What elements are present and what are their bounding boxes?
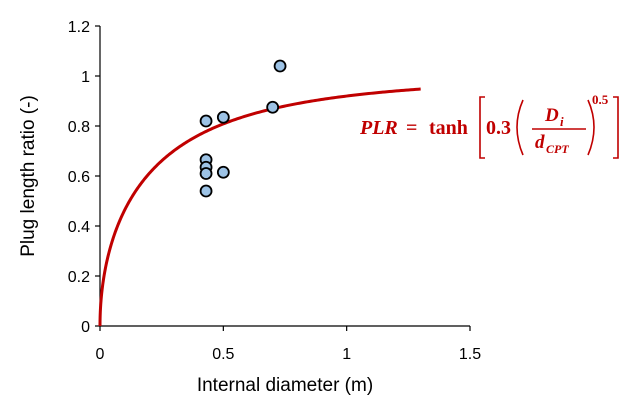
equation-numerator: D bbox=[544, 105, 559, 126]
axes bbox=[99, 26, 470, 327]
right-square-bracket bbox=[613, 96, 619, 159]
equation-coefficient: 0.3 bbox=[486, 117, 511, 139]
data-point bbox=[266, 100, 280, 114]
x-tick-label: 0.5 bbox=[212, 346, 234, 363]
left-square-bracket bbox=[479, 96, 485, 159]
equation-annotation: PLR = tanh 0.3 D i d CPT 0.5 bbox=[359, 92, 619, 159]
data-point bbox=[199, 167, 213, 180]
x-tick-label: 1.5 bbox=[459, 346, 481, 363]
data-point bbox=[216, 110, 230, 124]
y-tick-label: 1.2 bbox=[68, 19, 90, 36]
equation-exponent: 0.5 bbox=[592, 92, 609, 107]
equation-function: tanh bbox=[429, 117, 468, 139]
left-paren bbox=[516, 99, 524, 156]
y-tick-label: 0 bbox=[81, 319, 90, 336]
ticks: 0 0.2 0.4 0.6 0.8 1 1.2 0 0.5 1 1.5 bbox=[68, 19, 481, 363]
y-axis-title: Plug length ratio (-) bbox=[18, 95, 39, 257]
data-point bbox=[199, 114, 213, 128]
data-points bbox=[199, 59, 287, 198]
equation-denominator: d bbox=[535, 132, 545, 153]
y-tick-label: 0.6 bbox=[68, 169, 90, 186]
equation-lhs: PLR bbox=[359, 117, 398, 139]
y-tick-label: 0.8 bbox=[68, 119, 90, 136]
x-tick-label: 1 bbox=[342, 346, 351, 363]
data-point bbox=[216, 165, 230, 179]
data-point bbox=[199, 184, 213, 198]
x-axis-title: Internal diameter (m) bbox=[197, 375, 373, 396]
data-point bbox=[273, 59, 287, 73]
y-tick-label: 0.4 bbox=[68, 219, 90, 236]
equation-equals: = bbox=[406, 117, 417, 139]
right-paren bbox=[587, 99, 595, 156]
x-tick-label: 0 bbox=[96, 346, 105, 363]
equation-numerator-sub: i bbox=[560, 114, 564, 129]
y-tick-label: 1 bbox=[81, 69, 90, 86]
fit-curve bbox=[98, 87, 421, 326]
equation-denominator-sub: CPT bbox=[546, 142, 569, 156]
y-tick-label: 0.2 bbox=[68, 269, 90, 286]
